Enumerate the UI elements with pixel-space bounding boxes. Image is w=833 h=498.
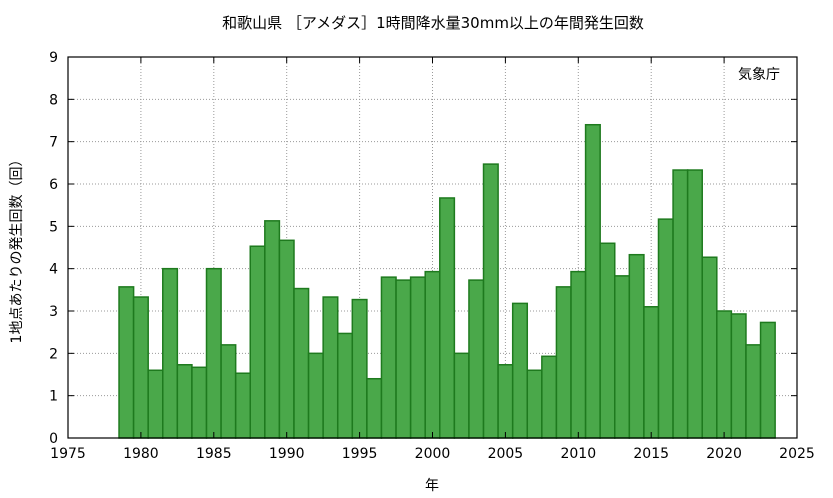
y-tick-label: 9 (49, 50, 58, 66)
bar-layer (118, 123, 776, 439)
grid-layer (68, 57, 797, 438)
y-tick-label: 5 (49, 219, 58, 235)
chart-title: 和歌山県 ［アメダス］1時間降水量30mm以上の年間発生回数 (222, 14, 644, 32)
bar (730, 313, 747, 439)
y-tick-label: 4 (49, 262, 58, 278)
bar (351, 298, 368, 439)
bar (336, 332, 354, 439)
x-tick-label: 1995 (342, 446, 378, 462)
bar (759, 321, 776, 439)
bar (234, 372, 251, 439)
y-tick-label: 3 (49, 304, 58, 320)
x-tick-label: 2010 (560, 446, 596, 462)
bar (439, 197, 456, 439)
x-tick-label: 1990 (269, 446, 305, 462)
bar (657, 218, 674, 439)
bar (497, 364, 514, 439)
y-tick-label: 2 (49, 346, 58, 362)
x-tick-label: 2015 (633, 446, 669, 462)
bar (205, 267, 222, 439)
bar (322, 296, 339, 439)
bar (701, 256, 718, 439)
bar (468, 279, 485, 439)
y-tick-label: 7 (49, 135, 58, 151)
bar (511, 302, 529, 439)
bar (686, 169, 703, 439)
x-tick-label: 1975 (50, 446, 86, 462)
bar (293, 287, 310, 439)
bar (162, 267, 179, 439)
bar (395, 279, 412, 439)
bar (570, 270, 587, 439)
bar (409, 276, 426, 439)
credit-label: 気象庁 (738, 67, 780, 83)
bar (132, 296, 149, 439)
bar (147, 369, 164, 439)
x-tick-label: 2025 (779, 446, 815, 462)
x-tick-label: 2020 (706, 446, 742, 462)
bar (555, 286, 572, 439)
tick-layer: 1975 1980 1985 1990 1995 2000 2005 2010 2015 2020… (49, 50, 815, 462)
bar (366, 377, 383, 439)
bar (176, 364, 193, 439)
bar (424, 270, 441, 439)
bar (745, 344, 762, 439)
bar (249, 245, 266, 439)
bar (716, 310, 733, 439)
y-tick-label: 0 (49, 431, 58, 447)
x-tick-label: 1985 (196, 446, 232, 462)
bar (380, 276, 397, 439)
bar (541, 355, 558, 439)
bar (118, 286, 135, 439)
bar (278, 239, 295, 439)
x-tick-label: 2005 (488, 446, 524, 462)
y-tick-label: 6 (49, 177, 58, 193)
x-axis-label: 年 (425, 478, 439, 494)
bar (220, 344, 237, 439)
bar (482, 163, 499, 439)
bar (584, 123, 601, 439)
y-tick-label: 1 (49, 389, 58, 405)
bar (643, 306, 660, 439)
x-tick-label: 2000 (415, 446, 451, 462)
bar (307, 352, 324, 439)
x-tick-label: 1980 (123, 446, 159, 462)
bar (628, 253, 645, 439)
bar (191, 366, 208, 439)
y-tick-label: 8 (49, 92, 58, 108)
bar (264, 220, 281, 439)
bar (599, 242, 616, 439)
y-axis-label: 1地点あたりの発生回数（回） (9, 153, 25, 344)
bar (526, 369, 543, 439)
bar (672, 169, 689, 439)
bar (614, 275, 631, 439)
bar (453, 352, 470, 439)
